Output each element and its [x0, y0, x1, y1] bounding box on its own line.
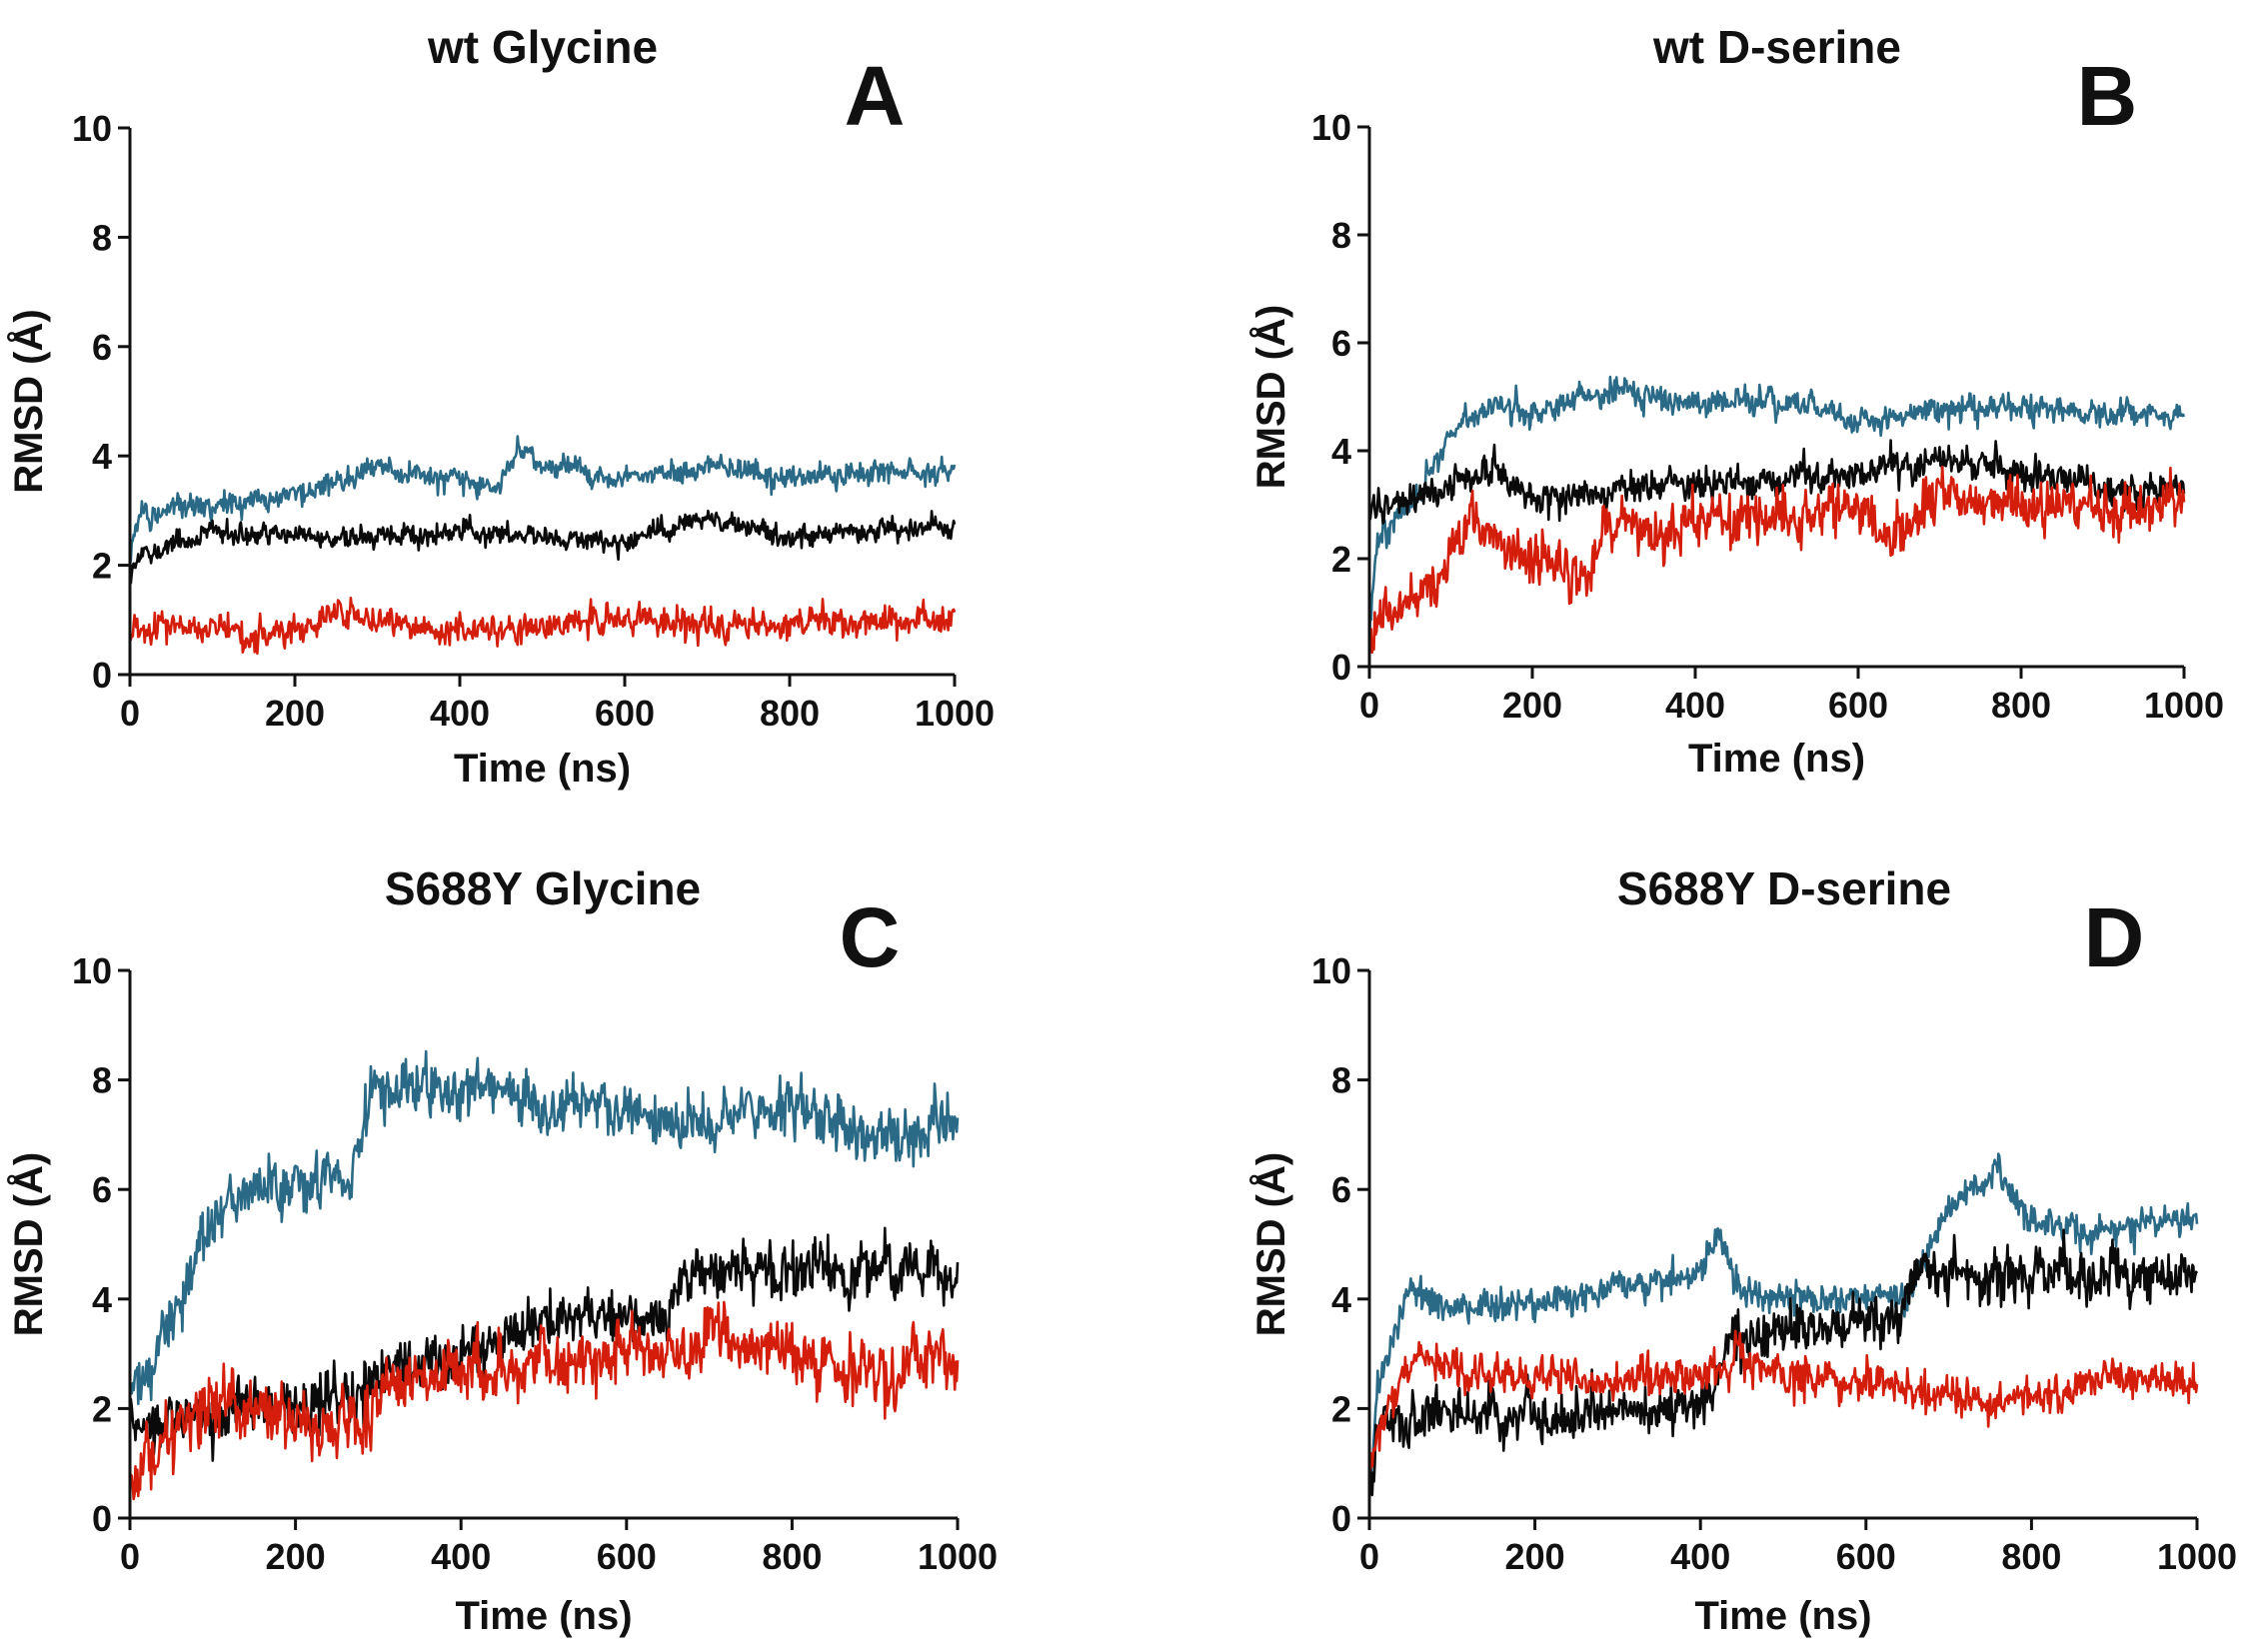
x-tick-label: 600 [597, 1536, 657, 1577]
series-line-blue [1367, 1152, 2199, 1491]
x-tick-label: 0 [1359, 1536, 1379, 1577]
x-tick-label: 1000 [918, 1536, 998, 1577]
y-tick-label: 10 [1311, 107, 1351, 148]
panel-c: S688Y Glycine C 0 200 400 600 800 1000 0 2 4 6 8 10 Ti… [6, 862, 998, 1638]
y-tick-label: 2 [92, 546, 112, 587]
x-tick-label: 200 [1502, 685, 1562, 726]
panel-letter: B [2077, 49, 2138, 143]
y-axis-label: RMSD (Å) [1248, 1152, 1293, 1336]
series-line-blue [1367, 375, 2186, 641]
x-tick-label: 800 [762, 1536, 822, 1577]
series-line-blue [128, 1049, 960, 1405]
panel-title: S688Y Glycine [385, 862, 701, 914]
series-line-blue [128, 435, 957, 566]
y-tick-label: 0 [1331, 1498, 1351, 1539]
y-tick-label: 6 [92, 327, 112, 368]
x-tick-label: 800 [2001, 1536, 2061, 1577]
x-tick-label: 600 [1828, 685, 1888, 726]
y-tick-label: 4 [92, 1279, 112, 1320]
panel-letter: A [845, 49, 906, 143]
x-tick-label: 800 [1991, 685, 2051, 726]
y-tick-label: 10 [72, 108, 112, 149]
panel-d: S688Y D-serine D 0 200 400 600 800 1000 0 2 4 6 8 10 T… [1248, 862, 2237, 1638]
x-axis-label: Time (ns) [454, 747, 631, 791]
y-tick-label: 0 [92, 1498, 112, 1539]
x-tick-label: 600 [595, 693, 655, 734]
x-tick-label: 400 [1670, 1536, 1730, 1577]
y-tick-label: 8 [92, 217, 112, 258]
series-line-red [1367, 465, 2186, 655]
y-axis-label: RMSD (Å) [1248, 305, 1293, 489]
y-tick-label: 8 [92, 1060, 112, 1101]
x-tick-label: 400 [431, 1536, 491, 1577]
y-tick-label: 0 [1331, 647, 1351, 688]
y-axis-label: RMSD (Å) [6, 1152, 51, 1336]
x-tick-label: 400 [430, 693, 490, 734]
x-tick-label: 0 [120, 1536, 140, 1577]
x-tick-label: 200 [266, 1536, 326, 1577]
series-line-black [128, 1226, 960, 1462]
panel-letter: D [2084, 890, 2145, 984]
y-tick-label: 4 [1331, 1279, 1351, 1320]
y-tick-label: 10 [1311, 950, 1351, 991]
x-axis-label: Time (ns) [1694, 1594, 1871, 1638]
y-tick-label: 4 [1331, 431, 1351, 472]
panel-b: wt D-serine B 0 200 400 600 800 1000 0 2 4 6 8 10 Time… [1248, 21, 2224, 781]
x-tick-label: 1000 [2157, 1536, 2237, 1577]
series-line-black [1367, 1228, 2199, 1497]
x-tick-label: 200 [1505, 1536, 1565, 1577]
series-line-red [129, 1300, 960, 1501]
x-tick-label: 600 [1836, 1536, 1896, 1577]
x-tick-label: 1000 [915, 693, 995, 734]
y-tick-label: 8 [1331, 215, 1351, 256]
y-tick-label: 8 [1331, 1060, 1351, 1101]
x-tick-label: 1000 [2144, 685, 2224, 726]
x-tick-label: 0 [120, 693, 140, 734]
panel-title: wt Glycine [427, 21, 658, 73]
x-tick-label: 400 [1665, 685, 1725, 726]
series-line-red [128, 597, 957, 656]
x-tick-label: 200 [265, 693, 325, 734]
series-group [128, 435, 957, 656]
y-tick-label: 4 [92, 436, 112, 477]
panel-title: wt D-serine [1652, 21, 1901, 73]
x-tick-label: 800 [760, 693, 820, 734]
series-line-red [1367, 1329, 2199, 1475]
y-axis-label: RMSD (Å) [6, 309, 51, 493]
x-tick-label: 0 [1359, 685, 1379, 726]
panel-letter: C [840, 890, 901, 984]
y-tick-label: 10 [72, 950, 112, 991]
y-tick-label: 6 [1331, 323, 1351, 364]
panel-a: wt Glycine A 0 200 400 600 800 1000 0 2 4 6 8 10 Time … [6, 21, 995, 791]
series-group [1367, 375, 2186, 655]
y-tick-label: 0 [92, 655, 112, 696]
y-tick-label: 2 [1331, 1388, 1351, 1429]
y-tick-label: 2 [1331, 539, 1351, 580]
y-tick-label: 6 [1331, 1169, 1351, 1210]
x-axis-label: Time (ns) [1688, 737, 1865, 781]
series-line-black [128, 509, 957, 585]
y-tick-label: 2 [92, 1388, 112, 1429]
series-group [1367, 1152, 2199, 1497]
series-group [128, 1049, 960, 1501]
x-axis-label: Time (ns) [455, 1594, 632, 1638]
panel-title: S688Y D-serine [1617, 862, 1951, 914]
y-tick-label: 6 [92, 1169, 112, 1210]
